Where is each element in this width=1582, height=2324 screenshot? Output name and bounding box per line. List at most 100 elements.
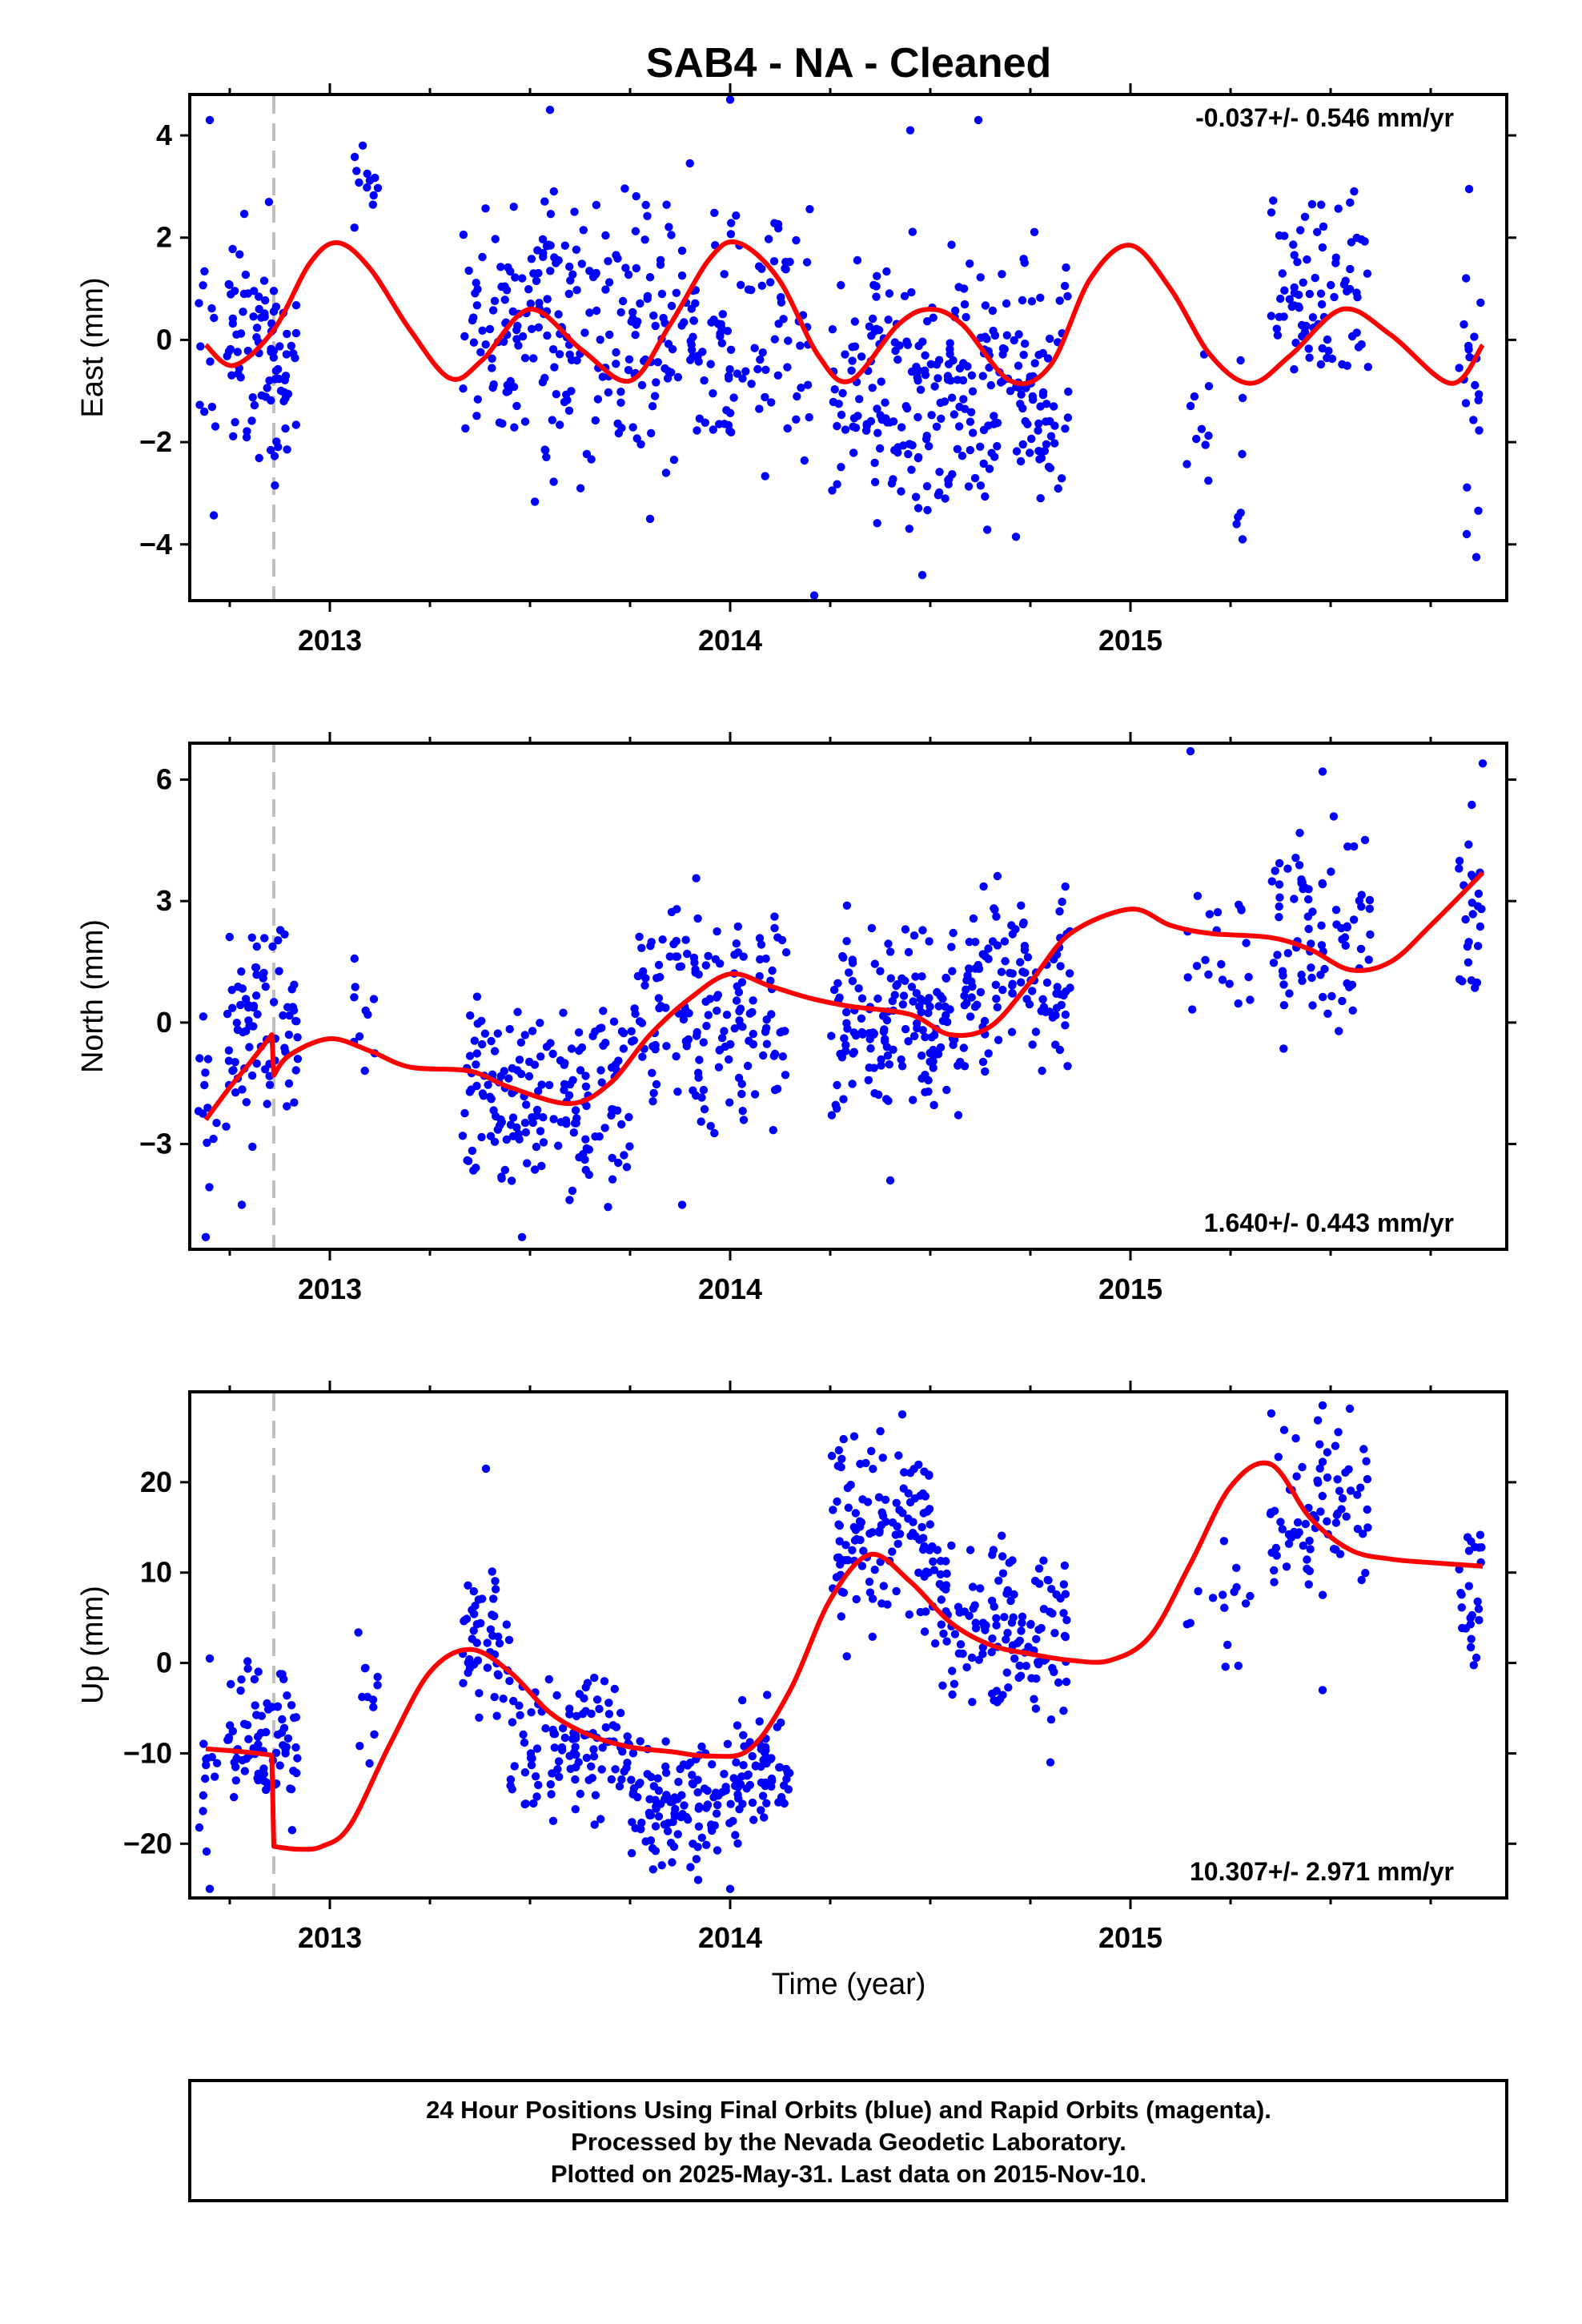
data-point <box>574 1758 583 1767</box>
data-point <box>1061 424 1070 433</box>
data-point <box>1007 921 1016 930</box>
data-point <box>1318 767 1327 776</box>
data-point <box>616 1708 625 1718</box>
data-point <box>1051 1040 1060 1049</box>
data-point <box>252 1059 261 1068</box>
data-point <box>942 1637 951 1646</box>
y-tick-label: −10 <box>123 1736 172 1769</box>
data-point <box>1472 1653 1481 1663</box>
data-point <box>369 1703 378 1711</box>
data-point <box>720 270 729 279</box>
data-point <box>757 1806 765 1815</box>
data-point <box>891 1530 901 1539</box>
data-point <box>546 1779 555 1789</box>
data-point <box>522 1100 531 1109</box>
data-point <box>468 1146 477 1156</box>
data-point <box>520 1768 530 1777</box>
data-point <box>582 1753 592 1763</box>
data-point <box>916 385 926 394</box>
data-point <box>1290 251 1299 259</box>
data-point <box>640 235 649 244</box>
data-point <box>828 325 837 334</box>
data-point <box>610 1684 619 1694</box>
data-point <box>942 973 950 983</box>
data-point <box>1269 196 1278 205</box>
data-point <box>474 1595 483 1604</box>
data-point <box>729 1816 737 1826</box>
data-point <box>769 257 779 266</box>
data-point <box>460 332 469 341</box>
data-point <box>1188 1005 1197 1014</box>
data-point <box>1317 921 1326 930</box>
data-point <box>530 497 540 506</box>
data-point <box>868 1528 877 1537</box>
data-point <box>660 1820 669 1829</box>
data-point <box>270 452 279 460</box>
data-point <box>873 994 882 1003</box>
data-point <box>792 415 801 424</box>
data-point <box>484 1080 492 1089</box>
data-point <box>1217 959 1226 969</box>
data-point <box>1307 963 1315 972</box>
data-point <box>1050 402 1058 411</box>
data-point <box>252 333 261 342</box>
data-point <box>1058 897 1066 907</box>
data-point <box>1238 535 1247 544</box>
data-point <box>924 442 934 451</box>
data-point <box>579 226 588 235</box>
data-point <box>998 350 1007 359</box>
data-point <box>778 1052 787 1061</box>
data-point <box>1010 1590 1018 1599</box>
data-point <box>1267 312 1276 320</box>
data-point <box>1238 393 1247 403</box>
data-point <box>665 952 674 961</box>
data-point <box>967 1653 977 1663</box>
data-point <box>766 278 775 287</box>
data-point <box>250 1675 259 1684</box>
data-point <box>748 1007 757 1017</box>
data-point <box>731 1781 740 1791</box>
data-point <box>281 394 290 403</box>
data-point <box>877 1599 886 1608</box>
data-point <box>242 1754 251 1763</box>
data-point <box>979 882 988 891</box>
y-tick-label: 0 <box>156 323 172 356</box>
data-point <box>1357 1575 1366 1585</box>
data-point <box>1283 864 1292 873</box>
y-tick-label: 2 <box>156 221 172 254</box>
data-point <box>201 1774 210 1783</box>
data-point <box>555 350 564 359</box>
data-point <box>1319 992 1327 1002</box>
data-point <box>515 1055 524 1064</box>
data-point <box>1244 972 1253 982</box>
data-point <box>962 985 970 994</box>
data-point <box>504 263 512 272</box>
data-point <box>519 1730 528 1739</box>
data-point <box>1279 980 1288 989</box>
data-point <box>207 402 217 412</box>
data-point <box>1300 328 1310 336</box>
data-point <box>763 1691 772 1699</box>
data-point <box>1317 200 1326 209</box>
data-point <box>241 270 251 279</box>
data-point <box>692 1091 701 1100</box>
data-point <box>539 252 548 261</box>
data-point <box>1317 300 1327 309</box>
data-point <box>628 308 637 317</box>
data-point <box>905 1610 914 1619</box>
data-point <box>1038 388 1048 397</box>
data-point <box>1473 902 1483 911</box>
y-tick-label: 20 <box>140 1466 172 1498</box>
data-point <box>1003 1586 1013 1595</box>
data-point <box>1297 971 1306 979</box>
data-point <box>493 1670 502 1679</box>
data-point <box>591 1132 600 1141</box>
data-point <box>546 267 555 275</box>
data-point <box>1363 1523 1372 1532</box>
data-point <box>1299 1541 1308 1550</box>
data-point <box>587 455 596 464</box>
data-point <box>1046 334 1054 344</box>
data-point <box>920 1627 930 1636</box>
data-point <box>1463 942 1472 951</box>
data-point <box>565 262 574 271</box>
